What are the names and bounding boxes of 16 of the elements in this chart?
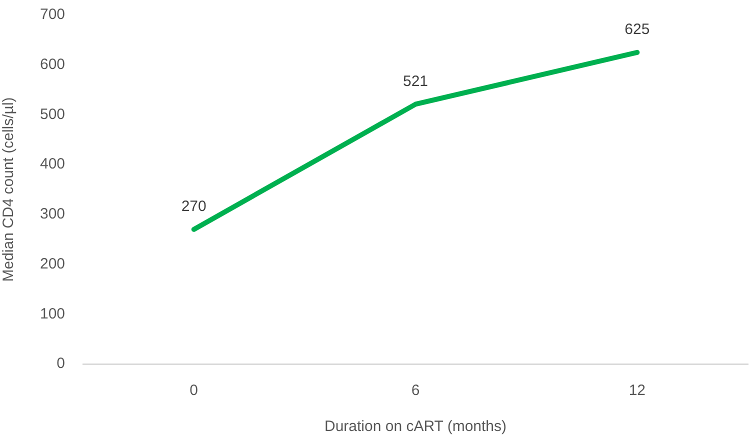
- y-tick-label: 600: [40, 56, 66, 73]
- y-tick-label: 0: [56, 355, 66, 372]
- y-tick-label: 400: [40, 156, 66, 173]
- data-label: 625: [624, 21, 650, 38]
- x-tick-label: 12: [628, 382, 646, 400]
- x-tick-label: 6: [411, 382, 420, 400]
- data-label: 521: [403, 72, 428, 90]
- x-tick-label: 0: [190, 382, 198, 400]
- y-tick-label: 200: [40, 255, 66, 272]
- y-tick-label: 700: [40, 6, 66, 24]
- y-tick-label: 500: [40, 106, 66, 123]
- y-tick-label: 100: [40, 305, 66, 322]
- y-axis-title: Median CD4 count (cells/µl): [0, 97, 18, 282]
- data-label: 270: [181, 198, 206, 216]
- x-axis-title: Duration on cART (months): [324, 418, 507, 436]
- y-tick-label: 300: [40, 206, 66, 223]
